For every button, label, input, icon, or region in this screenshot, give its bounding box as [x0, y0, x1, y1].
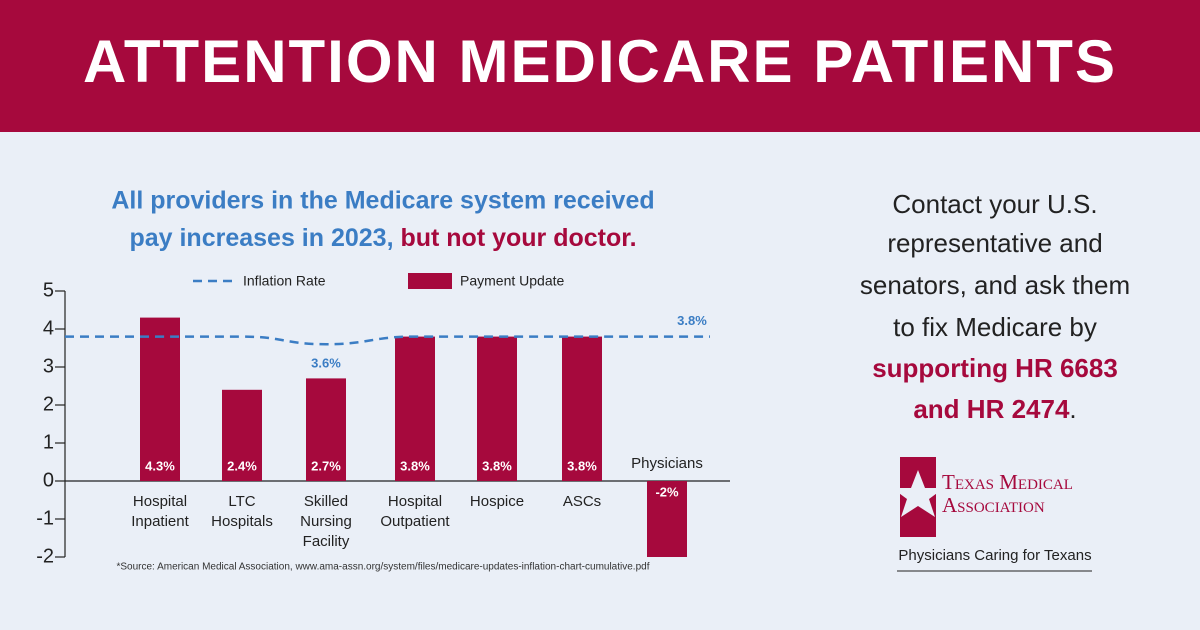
- bar-value-label: 3.8%: [400, 458, 430, 473]
- cta-line: to fix Medicare by: [893, 312, 1097, 342]
- header-band: [0, 0, 1200, 132]
- x-tick-label: Physicians: [631, 455, 703, 472]
- x-tick-label: Hospital Outpatient: [380, 493, 450, 530]
- cta-emphasis: supporting HR 6683: [872, 353, 1118, 383]
- x-tick-label: Skilled Nursing Facility: [300, 493, 352, 550]
- inflation-line: [65, 335, 710, 346]
- legend-label: Payment Update: [460, 273, 564, 289]
- bar: [395, 336, 435, 481]
- x-tick-label: ASCs: [563, 493, 601, 510]
- x-tick-label-line: Skilled: [304, 493, 348, 510]
- bar: [647, 481, 687, 557]
- source-note: *Source: American Medical Association, w…: [116, 562, 649, 573]
- bar-value-label: 3.8%: [482, 458, 512, 473]
- y-tick-label: 5: [43, 279, 54, 301]
- subtitle-part: pay increases in 2023,: [129, 224, 393, 252]
- bar: [306, 378, 346, 481]
- logo-name: Association: [942, 493, 1045, 517]
- cta-line: senators, and ask them: [860, 270, 1130, 300]
- logo: Texas Medical Association Physicians Car…: [892, 457, 1092, 572]
- x-tick-label-line: Hospital: [133, 493, 187, 510]
- line-value-label: 3.6%: [311, 356, 341, 371]
- x-tick-label-line: Hospitals: [211, 513, 273, 530]
- x-tick-label-line: LTC: [228, 493, 255, 510]
- bar-value-label: 2.4%: [227, 458, 257, 473]
- x-tick-label-line: Nursing: [300, 513, 352, 530]
- legend-swatch: [408, 273, 452, 289]
- cta-end: .: [1069, 394, 1076, 424]
- bar: [140, 317, 180, 481]
- x-tick-label-line: Facility: [303, 533, 350, 550]
- y-tick-label: 2: [43, 393, 54, 415]
- bar-value-label: 3.8%: [567, 458, 597, 473]
- subtitle-part: but not your doctor.: [394, 224, 637, 252]
- cta-line: representative and: [887, 228, 1102, 258]
- x-tick-label-line: Hospice: [470, 493, 524, 510]
- cta-emphasis: and HR 2474: [913, 394, 1070, 424]
- x-tick-label-line: ASCs: [563, 493, 601, 510]
- y-tick-label: -1: [36, 507, 54, 529]
- y-tick-label: 4: [43, 317, 54, 339]
- x-tick-label-line: Outpatient: [380, 513, 450, 530]
- subtitle: pay increases in 2023, but not your doct…: [129, 224, 636, 252]
- y-tick-label: 1: [43, 431, 54, 453]
- cta: Contact your U.S. representative and sen…: [860, 189, 1130, 424]
- bar-value-label: -2%: [655, 484, 679, 499]
- logo-star: [892, 470, 944, 517]
- legend-label: Inflation Rate: [243, 273, 326, 289]
- cta-line: and HR 2474.: [913, 394, 1076, 424]
- x-tick-label-line: Hospital: [388, 493, 442, 510]
- x-tick-label: Hospice: [470, 493, 524, 510]
- chart: -2 -1 0 1 2 3 4 5 Inflation Rate Payment Update 4.…: [36, 273, 730, 567]
- bar: [477, 336, 517, 481]
- y-tick-label: -2: [36, 545, 54, 567]
- y-tick-label: 0: [43, 469, 54, 491]
- bar-value-label: 4.3%: [145, 458, 175, 473]
- x-tick-label: LTC Hospitals: [211, 493, 273, 530]
- logo-name: Texas Medical: [942, 470, 1073, 494]
- header-title: ATTENTION MEDICARE PATIENTS: [83, 28, 1117, 95]
- cta-line: Contact your U.S.: [892, 189, 1097, 219]
- y-tick-label: 3: [43, 355, 54, 377]
- bar: [222, 389, 262, 481]
- x-tick-label: Hospital Inpatient: [131, 493, 189, 530]
- line-value-label: 3.8%: [677, 313, 707, 328]
- subtitle: All providers in the Medicare system rec…: [111, 187, 654, 215]
- logo-tagline: Physicians Caring for Texans: [898, 547, 1091, 564]
- bar-value-label: 2.7%: [311, 458, 341, 473]
- x-tick-label-line: Inpatient: [131, 513, 189, 530]
- bar: [562, 336, 602, 481]
